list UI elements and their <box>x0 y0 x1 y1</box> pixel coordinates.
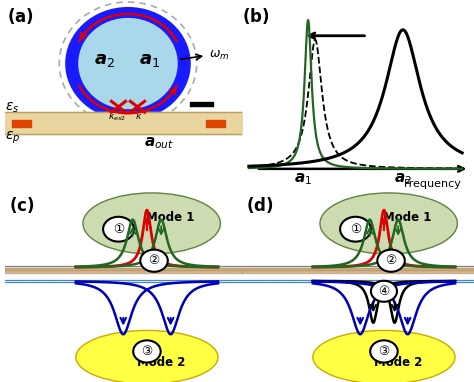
Ellipse shape <box>320 193 457 254</box>
Text: $\varepsilon_p$: $\varepsilon_p$ <box>5 130 20 146</box>
Text: Frequency: Frequency <box>404 179 462 189</box>
Text: Mode 2: Mode 2 <box>374 356 422 369</box>
Text: $\varepsilon_s$: $\varepsilon_s$ <box>5 101 19 115</box>
Ellipse shape <box>76 330 218 382</box>
Text: $\mathbf{(d)}$: $\mathbf{(d)}$ <box>246 195 274 215</box>
Text: ④: ④ <box>378 285 390 298</box>
Text: $\mathbf{(b)}$: $\mathbf{(b)}$ <box>242 6 269 26</box>
Text: $\boldsymbol{a}_2$: $\boldsymbol{a}_2$ <box>94 50 115 69</box>
Text: ②: ② <box>385 254 397 267</box>
Circle shape <box>140 250 168 272</box>
Text: $\boldsymbol{a}_{out}$: $\boldsymbol{a}_{out}$ <box>144 135 174 151</box>
Text: $\mathbf{(c)}$: $\mathbf{(c)}$ <box>9 195 35 215</box>
Text: $\kappa_{ex2}$: $\kappa_{ex2}$ <box>108 112 127 123</box>
Circle shape <box>377 250 405 272</box>
Text: ①: ① <box>113 223 124 236</box>
Ellipse shape <box>65 7 191 120</box>
FancyArrow shape <box>206 120 225 126</box>
Text: Mode 1: Mode 1 <box>146 211 195 224</box>
Circle shape <box>340 217 371 241</box>
Text: $\boldsymbol{a}_2$: $\boldsymbol{a}_2$ <box>394 172 412 188</box>
Text: Mode 2: Mode 2 <box>137 356 185 369</box>
Text: $\mathbf{(a)}$: $\mathbf{(a)}$ <box>7 6 34 26</box>
Ellipse shape <box>313 330 455 382</box>
Text: ②: ② <box>148 254 160 267</box>
Circle shape <box>371 281 397 302</box>
Text: ①: ① <box>350 223 361 236</box>
FancyArrow shape <box>12 120 31 126</box>
Circle shape <box>133 340 161 363</box>
Circle shape <box>370 340 398 363</box>
Ellipse shape <box>83 193 220 254</box>
Ellipse shape <box>78 18 178 109</box>
Text: $\boldsymbol{a}_1$: $\boldsymbol{a}_1$ <box>139 50 160 69</box>
Text: $\boldsymbol{a}_1$: $\boldsymbol{a}_1$ <box>294 172 312 188</box>
Text: $\omega_m$: $\omega_m$ <box>209 49 229 62</box>
Text: $\kappa$: $\kappa$ <box>135 112 142 121</box>
Circle shape <box>103 217 134 241</box>
Text: ③: ③ <box>141 345 153 358</box>
Text: Mode 1: Mode 1 <box>383 211 432 224</box>
Text: ③: ③ <box>378 345 390 358</box>
